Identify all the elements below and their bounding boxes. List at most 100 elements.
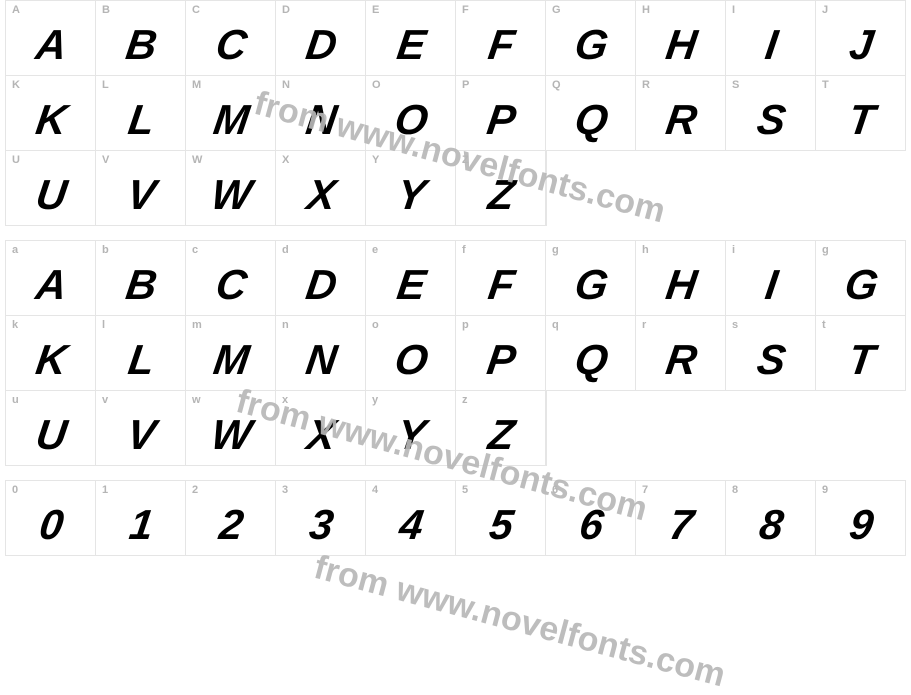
glyph-label: h (642, 244, 649, 256)
glyph-cell: YY (366, 151, 456, 226)
glyph-cell (636, 391, 726, 466)
glyph-cell: 33 (276, 481, 366, 556)
glyph-sample: Z (453, 411, 549, 459)
glyph-cell: rR (636, 316, 726, 391)
glyph-label: z (462, 394, 468, 406)
glyph-sample: D (273, 261, 369, 309)
glyph-cell: 66 (546, 481, 636, 556)
glyph-sample: H (633, 261, 729, 309)
glyph-cell: uU (6, 391, 96, 466)
glyph-cell: kK (6, 316, 96, 391)
glyph-label: n (282, 319, 289, 331)
glyph-label: 6 (552, 484, 558, 496)
glyph-label: S (732, 79, 739, 91)
glyph-cell: cC (186, 241, 276, 316)
glyph-label: a (12, 244, 18, 256)
glyph-label: V (102, 154, 109, 166)
glyph-cell: 11 (96, 481, 186, 556)
glyph-label: q (552, 319, 559, 331)
glyph-cell: PP (456, 76, 546, 151)
glyph-cell: EE (366, 1, 456, 76)
glyph-cell: qQ (546, 316, 636, 391)
glyph-label: J (822, 4, 828, 16)
glyph-label: x (282, 394, 288, 406)
glyph-cell: yY (366, 391, 456, 466)
glyph-cell (726, 391, 816, 466)
glyph-cell: LL (96, 76, 186, 151)
glyph-cell: HH (636, 1, 726, 76)
glyph-label: I (732, 4, 735, 16)
glyph-sample: K (3, 336, 99, 384)
glyph-label: 5 (462, 484, 468, 496)
glyph-cell: 99 (816, 481, 906, 556)
glyph-sample: T (813, 96, 909, 144)
glyph-label: v (102, 394, 108, 406)
glyph-cell: gG (816, 241, 906, 316)
glyph-cell: tT (816, 316, 906, 391)
glyph-label: u (12, 394, 19, 406)
glyph-label: y (372, 394, 378, 406)
glyph-label: R (642, 79, 650, 91)
glyph-sample: D (273, 21, 369, 69)
glyph-label: P (462, 79, 469, 91)
glyph-sample: 5 (453, 501, 549, 549)
glyph-label: E (372, 4, 379, 16)
glyph-cell: wW (186, 391, 276, 466)
glyph-sample: I (723, 261, 819, 309)
glyph-cell (636, 151, 726, 226)
glyph-label: M (192, 79, 201, 91)
glyph-sample: C (183, 21, 279, 69)
glyph-sample: S (723, 336, 819, 384)
glyph-cell: 00 (6, 481, 96, 556)
glyph-label: 0 (12, 484, 18, 496)
glyph-sample: J (813, 21, 909, 69)
glyph-sample: R (633, 336, 729, 384)
glyph-label: 8 (732, 484, 738, 496)
glyph-cell: QQ (546, 76, 636, 151)
glyph-label: A (12, 4, 20, 16)
glyph-sample: 6 (543, 501, 639, 549)
glyph-cell: GG (546, 1, 636, 76)
glyph-sample: W (183, 411, 279, 459)
glyph-cell: vV (96, 391, 186, 466)
glyph-cell: TT (816, 76, 906, 151)
glyph-cell: 22 (186, 481, 276, 556)
glyph-cell: UU (6, 151, 96, 226)
glyph-sample: M (183, 336, 279, 384)
glyph-sample: V (93, 171, 189, 219)
charmap-section-lowercase: aAbBcCdDeEfFgGhHiIgGkKlLmMnNoOpPqQrRsStT… (5, 240, 906, 466)
glyph-label: 3 (282, 484, 288, 496)
charmap-section-uppercase: AABBCCDDEEFFGGHHIIJJKKLLMMNNOOPPQQRRSSTT… (5, 0, 906, 226)
glyph-cell: 55 (456, 481, 546, 556)
glyph-cell (546, 391, 636, 466)
watermark-text: from www.novelfonts.com (310, 548, 729, 695)
glyph-label: W (192, 154, 202, 166)
glyph-label: b (102, 244, 109, 256)
glyph-sample: U (3, 411, 99, 459)
glyph-label: K (12, 79, 20, 91)
glyph-cell: mM (186, 316, 276, 391)
glyph-sample: M (183, 96, 279, 144)
glyph-sample: W (183, 171, 279, 219)
glyph-label: Y (372, 154, 379, 166)
glyph-cell: NN (276, 76, 366, 151)
glyph-label: k (12, 319, 18, 331)
glyph-sample: B (93, 261, 189, 309)
glyph-label: d (282, 244, 289, 256)
glyph-label: 7 (642, 484, 648, 496)
glyph-sample: C (183, 261, 279, 309)
glyph-cell: bB (96, 241, 186, 316)
glyph-cell (726, 151, 816, 226)
glyph-sample: 4 (363, 501, 459, 549)
glyph-cell (546, 151, 636, 226)
glyph-label: g (552, 244, 559, 256)
glyph-cell (816, 151, 906, 226)
glyph-cell: II (726, 1, 816, 76)
glyph-cell: fF (456, 241, 546, 316)
glyph-cell: CC (186, 1, 276, 76)
glyph-cell: pP (456, 316, 546, 391)
glyph-cell: DD (276, 1, 366, 76)
glyph-label: F (462, 4, 469, 16)
glyph-label: H (642, 4, 650, 16)
glyph-sample: V (93, 411, 189, 459)
